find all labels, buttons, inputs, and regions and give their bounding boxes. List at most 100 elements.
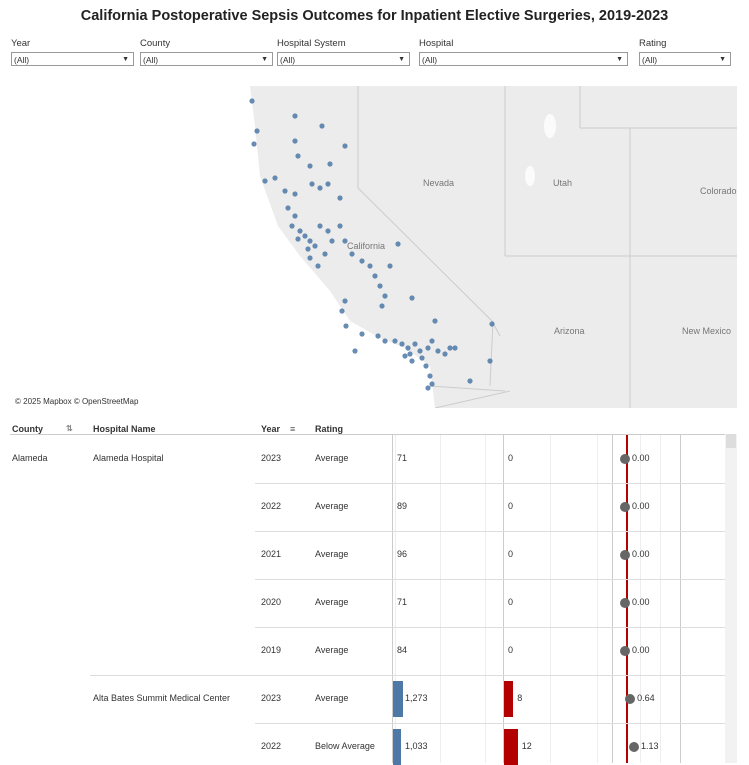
cases-value: 1,273 xyxy=(405,693,428,703)
cases-bar[interactable] xyxy=(393,729,401,765)
grid-line xyxy=(660,435,661,763)
hospital-name-cell[interactable]: Alta Bates Summit Medical Center xyxy=(93,693,231,703)
rate-dot[interactable] xyxy=(620,598,630,608)
year-cell: 2020 xyxy=(261,597,282,607)
sepsis-bar[interactable] xyxy=(504,729,518,765)
chevron-down-icon[interactable]: ▼ xyxy=(122,56,129,63)
rating-cell: Average xyxy=(315,501,349,511)
column-separator xyxy=(680,435,681,763)
rating-cell: Average xyxy=(315,645,349,655)
grid-line xyxy=(440,435,441,763)
row-divider xyxy=(255,579,725,580)
cases-value: 71 xyxy=(397,597,408,607)
col-header-rating[interactable]: Rating xyxy=(315,424,343,434)
year-cell: 2019 xyxy=(261,645,282,655)
rating-filter-label: Rating xyxy=(639,38,667,49)
sepsis-value: 8 xyxy=(517,693,523,703)
row-divider xyxy=(255,531,725,532)
county-cell: Alameda xyxy=(12,453,48,463)
rating-cell: Average xyxy=(315,549,349,559)
hospital-filter-label: Hospital xyxy=(419,38,454,49)
sepsis-value: 0 xyxy=(508,549,514,559)
hospital-map[interactable]: Nevada Utah Colorado California Arizona … xyxy=(10,86,737,408)
header-divider xyxy=(10,434,725,435)
cases-value: 89 xyxy=(397,501,408,511)
year-cell: 2023 xyxy=(261,453,282,463)
table-scrollbar[interactable] xyxy=(725,434,737,763)
map-attribution[interactable]: © 2025 Mapbox © OpenStreetMap xyxy=(13,397,141,406)
year-dropdown-value: (All) xyxy=(14,55,30,65)
sepsis-bar[interactable] xyxy=(504,681,514,717)
sepsis-value: 0 xyxy=(508,501,514,511)
county-dropdown-value: (All) xyxy=(143,55,159,65)
ocean-area xyxy=(10,86,435,408)
map-label-california: California xyxy=(347,241,385,251)
state-borders xyxy=(357,86,737,408)
hospital-name-cell[interactable]: Alameda Hospital xyxy=(93,453,164,463)
map-label-utah: Utah xyxy=(553,178,572,188)
rating-filter[interactable]: Rating (All) ▼ xyxy=(639,38,731,66)
rating-cell: Average xyxy=(315,597,349,607)
cases-value: 1,033 xyxy=(405,741,428,751)
hospital-markers xyxy=(249,98,495,391)
map-canvas[interactable]: Nevada Utah Colorado California Arizona … xyxy=(10,86,737,408)
rate-dot[interactable] xyxy=(625,694,636,704)
rate-value: 0.00 xyxy=(632,453,650,463)
rating-dropdown[interactable]: (All) ▼ xyxy=(639,52,731,66)
rate-value: 0.00 xyxy=(632,645,650,655)
row-divider xyxy=(255,627,725,628)
chevron-down-icon[interactable]: ▼ xyxy=(616,56,623,63)
rate-value: 0.00 xyxy=(632,549,650,559)
rate-dot[interactable] xyxy=(620,454,630,464)
column-separator xyxy=(612,435,613,763)
county-dropdown[interactable]: (All) ▼ xyxy=(140,52,273,66)
rate-value: 0.00 xyxy=(632,597,650,607)
year-cell: 2022 xyxy=(261,501,282,511)
scrollbar-thumb[interactable] xyxy=(726,434,736,448)
cases-bar[interactable] xyxy=(393,681,403,717)
map-label-arizona: Arizona xyxy=(554,326,585,336)
rate-dot[interactable] xyxy=(620,646,630,656)
col-header-county[interactable]: County xyxy=(12,424,43,434)
county-filter-label: County xyxy=(140,38,171,49)
year-cell: 2022 xyxy=(261,741,282,751)
year-cell: 2023 xyxy=(261,693,282,703)
hospital-system-dropdown[interactable]: (All) ▼ xyxy=(277,52,410,66)
hospital-dropdown-value: (All) xyxy=(422,55,438,65)
chevron-down-icon[interactable]: ▼ xyxy=(261,56,268,63)
hospital-system-filter[interactable]: Hospital System (All) ▼ xyxy=(277,38,410,66)
chevron-down-icon[interactable]: ▼ xyxy=(719,56,726,63)
hospital-system-filter-label: Hospital System xyxy=(277,38,346,49)
rate-dot[interactable] xyxy=(620,502,630,512)
col-header-year[interactable]: Year xyxy=(261,424,281,434)
grid-line xyxy=(395,435,396,763)
rate-dot[interactable] xyxy=(620,550,630,560)
hospital-dropdown[interactable]: (All) ▼ xyxy=(419,52,628,66)
map-label-nevada: Nevada xyxy=(423,178,454,188)
year-dropdown[interactable]: (All) ▼ xyxy=(11,52,134,66)
cases-value: 71 xyxy=(397,453,408,463)
year-filter[interactable]: Year (All) ▼ xyxy=(11,38,134,66)
rate-dot[interactable] xyxy=(629,742,640,752)
col-header-hospital[interactable]: Hospital Name xyxy=(93,424,156,434)
sepsis-value: 12 xyxy=(521,741,532,751)
sepsis-value: 0 xyxy=(508,597,514,607)
rating-dropdown-value: (All) xyxy=(642,55,658,65)
hospital-filter[interactable]: Hospital (All) ▼ xyxy=(419,38,628,66)
grid-line xyxy=(485,435,486,763)
sort-desc-icon[interactable]: ≡ xyxy=(290,424,296,434)
cases-value: 84 xyxy=(397,645,408,655)
rating-cell: Average xyxy=(315,693,349,703)
column-separator xyxy=(503,435,504,763)
year-filter-label: Year xyxy=(11,38,31,49)
grid-line xyxy=(597,435,598,763)
hospital-system-dropdown-value: (All) xyxy=(280,55,296,65)
chevron-down-icon[interactable]: ▼ xyxy=(398,56,405,63)
map-label-colorado: Colorado xyxy=(700,186,737,196)
grid-line xyxy=(640,435,641,763)
sepsis-value: 0 xyxy=(508,645,514,655)
rate-value: 0.64 xyxy=(637,693,655,703)
county-filter[interactable]: County (All) ▼ xyxy=(140,38,273,66)
cases-value: 96 xyxy=(397,549,408,559)
sort-icon[interactable]: ⇅ xyxy=(66,424,73,433)
